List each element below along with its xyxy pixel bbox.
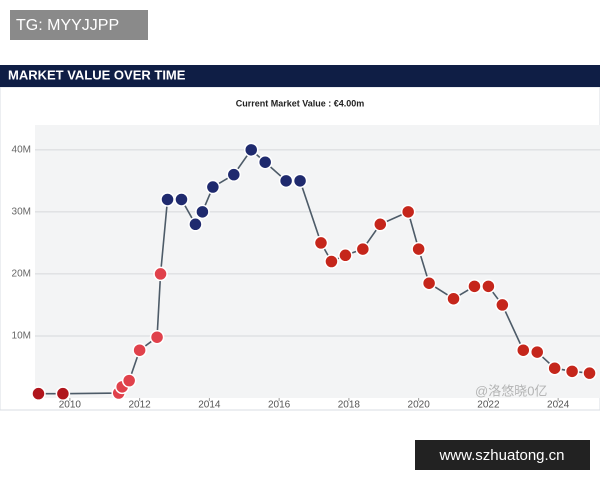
point-marker bbox=[400, 204, 416, 220]
point-marker bbox=[195, 204, 210, 220]
point-marker bbox=[481, 279, 496, 294]
tag-box bbox=[10, 10, 148, 40]
x-tick-label: 2010 bbox=[59, 400, 82, 411]
x-tick-label: 2012 bbox=[129, 400, 152, 411]
y-tick-label: 10M bbox=[12, 331, 31, 342]
point-marker bbox=[226, 167, 242, 182]
chart-subtitle: Current Market Value : €4.00m bbox=[236, 98, 365, 108]
point-marker bbox=[313, 235, 329, 251]
point-marker bbox=[257, 154, 273, 170]
point-marker bbox=[188, 217, 203, 232]
point-marker bbox=[174, 192, 189, 207]
point-marker bbox=[132, 342, 147, 358]
point-marker bbox=[243, 142, 259, 158]
point-marker bbox=[446, 291, 461, 306]
x-tick-label: 2014 bbox=[198, 400, 221, 411]
point-marker bbox=[547, 360, 562, 376]
x-tick-label: 2022 bbox=[477, 400, 500, 411]
point-marker bbox=[529, 344, 545, 360]
header-bar bbox=[0, 65, 600, 87]
point-marker bbox=[582, 365, 597, 381]
point-marker bbox=[153, 266, 168, 282]
point-marker bbox=[160, 192, 175, 207]
x-tick-label: 2016 bbox=[268, 400, 291, 411]
faint-watermark: @洛悠晓0亿 bbox=[475, 383, 547, 398]
point-marker bbox=[495, 297, 510, 313]
point-marker bbox=[338, 248, 353, 263]
x-tick-label: 2020 bbox=[408, 400, 431, 411]
y-tick-label: 40M bbox=[12, 144, 31, 155]
point-marker bbox=[421, 275, 437, 291]
plot-area bbox=[35, 125, 600, 398]
top-tag: TG: MYYJJPP bbox=[16, 17, 119, 34]
point-marker bbox=[355, 241, 371, 257]
point-marker bbox=[149, 329, 165, 345]
y-tick-label: 30M bbox=[12, 207, 31, 218]
chart-title: MARKET VALUE OVER TIME bbox=[8, 67, 186, 82]
x-tick-label: 2024 bbox=[547, 400, 570, 411]
point-marker bbox=[31, 386, 46, 401]
point-marker bbox=[278, 173, 294, 189]
x-tick-label: 2018 bbox=[338, 400, 361, 411]
point-marker bbox=[324, 254, 339, 269]
bottom-tag: www.szhuatong.cn bbox=[438, 447, 564, 464]
point-marker bbox=[55, 386, 71, 401]
point-marker bbox=[373, 217, 388, 232]
y-tick-label: 20M bbox=[12, 269, 31, 280]
point-marker bbox=[564, 364, 580, 379]
point-marker bbox=[292, 173, 308, 189]
point-marker bbox=[467, 279, 482, 294]
bottom-tag-box bbox=[415, 440, 590, 470]
point-marker bbox=[121, 373, 137, 388]
point-marker bbox=[516, 342, 531, 358]
point-marker bbox=[205, 179, 221, 195]
point-marker bbox=[411, 241, 426, 257]
